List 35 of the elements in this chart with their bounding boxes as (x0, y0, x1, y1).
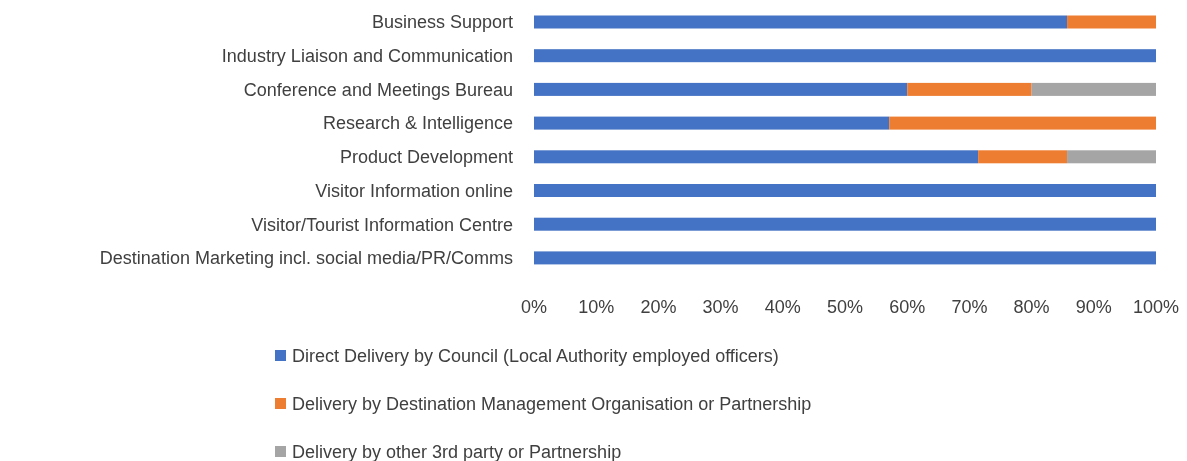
x-tick-label: 100% (1132, 297, 1180, 318)
bar (534, 150, 979, 164)
y-tick-label: Research & Intelligence (322, 113, 513, 134)
x-tick-label: 90% (1075, 297, 1112, 318)
y-tick-label: Conference and Meetings Bureau (243, 79, 513, 100)
x-tick-label: 40% (764, 297, 801, 318)
x-tick-label: 30% (702, 297, 739, 318)
x-tick-label: 70% (951, 297, 988, 318)
bar (534, 184, 1156, 197)
x-tick-label: 10% (578, 297, 615, 318)
legend-label: Direct Delivery by Council (Local Authority employed officers) (292, 346, 779, 367)
y-tick-label: Visitor/Tourist Information Centre (251, 214, 513, 235)
y-tick-label: Product Development (339, 147, 513, 168)
bar (1067, 150, 1156, 164)
y-tick-label: Visitor Information online (315, 180, 513, 201)
bar (534, 15, 1068, 29)
legend-label: Delivery by Destination Management Organisation or Partnership (292, 394, 812, 415)
y-tick-label: Business Support (371, 12, 513, 33)
bar (534, 49, 1156, 63)
bar (889, 116, 1156, 130)
x-tick-label: 50% (826, 297, 864, 318)
bar (534, 116, 890, 130)
bar (534, 217, 1156, 231)
y-tick-label: Destination Marketing incl. social media/PR/Comms (99, 248, 513, 269)
bar (978, 150, 1068, 164)
x-tick-label: 20% (640, 297, 677, 318)
bar (1031, 82, 1156, 96)
bar (1067, 15, 1156, 29)
y-tick-label: Industry Liaison and Communication (221, 46, 513, 66)
x-tick-label: 60% (889, 297, 926, 318)
x-tick-label: 0% (520, 297, 548, 318)
x-tick-label: 80% (1013, 297, 1050, 318)
bar (534, 82, 908, 96)
bar (907, 82, 1032, 96)
bar (534, 251, 1156, 265)
